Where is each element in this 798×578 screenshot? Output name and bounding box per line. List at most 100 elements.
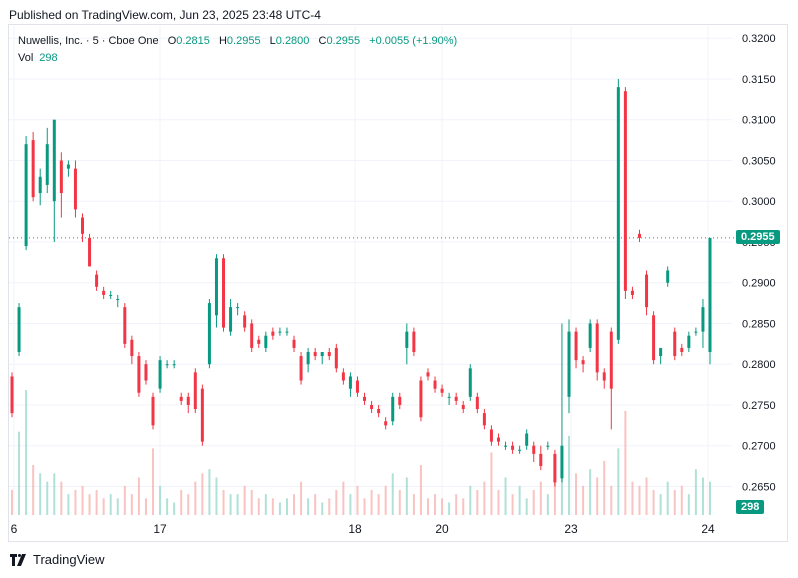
volume-bar [342, 481, 345, 515]
volume-bar [384, 485, 387, 515]
volume-bar [532, 490, 535, 515]
time-tick-label: 23 [564, 522, 578, 536]
volume-bar [130, 494, 133, 515]
candle-body [45, 144, 49, 185]
price-tick-label: 0.3000 [742, 196, 776, 208]
price-tick-label: 0.2650 [742, 481, 776, 493]
candle-body [172, 364, 176, 366]
candle-body [659, 347, 663, 357]
candle-body [426, 372, 430, 377]
price-tick-label: 0.2700 [742, 441, 776, 453]
candle-body [433, 380, 437, 389]
price-tick-label: 0.2900 [742, 278, 776, 290]
volume-bar [377, 494, 380, 515]
candle-body [10, 376, 14, 414]
volume-bar [11, 490, 13, 515]
candle-body [666, 270, 670, 283]
volume-bar [567, 435, 570, 515]
candle-body [151, 396, 155, 426]
candle-body [560, 445, 564, 479]
candle-body [475, 396, 479, 410]
candle-body [186, 396, 190, 405]
ohlc-legend: Nuwellis, Inc. · 5 · Cboe One O0.2815 H0… [18, 35, 457, 47]
volume-bar [109, 494, 112, 515]
volume-bar [215, 477, 218, 515]
volume-bars [11, 390, 711, 515]
volume-legend: Vol 298 [18, 52, 58, 64]
price-tick-label: 0.3200 [742, 33, 776, 45]
volume-bar [666, 481, 669, 515]
volume-bar [511, 494, 514, 515]
volume-bar [116, 498, 119, 515]
candle-body [377, 409, 381, 414]
candle-body [88, 237, 92, 267]
volume-bar [74, 490, 77, 515]
volume-bar [88, 494, 91, 515]
candle-body [412, 331, 416, 352]
volume-bar [194, 481, 197, 515]
candle-body [165, 364, 169, 366]
volume-bar [257, 498, 260, 515]
volume-bar [673, 490, 676, 515]
candle-body [680, 347, 684, 352]
volume-bar [525, 498, 528, 515]
volume-bar [412, 494, 415, 515]
candle-body [130, 339, 134, 357]
candle-body [496, 437, 500, 442]
candle-body [694, 331, 698, 333]
volume-bar [159, 485, 162, 515]
candle-body [511, 445, 515, 450]
candle-body [81, 217, 85, 234]
candle-body [588, 323, 592, 348]
volume-bar [32, 465, 35, 515]
candle-body [52, 119, 56, 202]
candle-body [193, 372, 197, 410]
footer-brand[interactable]: TradingView [10, 552, 105, 567]
candle-body [652, 315, 656, 361]
candle-body [616, 87, 620, 340]
candle-body [207, 303, 211, 365]
candle-body [17, 307, 21, 352]
volume-bar [60, 481, 63, 515]
volume-bar [694, 469, 697, 515]
volume-bar [553, 477, 556, 515]
volume-bar [462, 498, 465, 515]
volume-bar [603, 460, 606, 515]
price-tick-label: 0.3100 [742, 115, 776, 127]
high-value: 0.2955 [226, 35, 261, 47]
volume-bar [441, 498, 444, 515]
candle-body [250, 323, 254, 348]
price-tick-label: 0.2800 [742, 359, 776, 371]
candle-body [447, 396, 451, 398]
candle-body [243, 315, 247, 328]
volume-bar [455, 494, 458, 515]
tradingview-logo-icon [10, 553, 26, 566]
volume-bar [39, 473, 42, 515]
volume-bar [398, 490, 401, 515]
candle-body [59, 160, 63, 194]
candle-body [525, 433, 529, 446]
candle-body [482, 413, 486, 426]
candle-body [574, 331, 578, 361]
candle-body [109, 294, 113, 296]
candle-body [334, 347, 338, 369]
candle-body [327, 352, 331, 357]
candle-body [398, 396, 402, 405]
volume-bar [448, 502, 451, 515]
volume-bar [363, 498, 366, 515]
candle-body [38, 176, 42, 194]
volume-bar [476, 490, 479, 515]
volume-bar [46, 481, 49, 515]
volume-bar [236, 494, 239, 515]
volume-bar [271, 498, 274, 515]
volume-bar [243, 485, 246, 515]
candle-body [370, 404, 374, 410]
candle-body [391, 396, 395, 422]
candle-body [419, 380, 423, 418]
candle-body [701, 307, 705, 332]
volume-bar [208, 469, 211, 515]
volume-bar [67, 494, 70, 515]
time-tick-label: 18 [348, 522, 362, 536]
candle-body [504, 445, 508, 447]
